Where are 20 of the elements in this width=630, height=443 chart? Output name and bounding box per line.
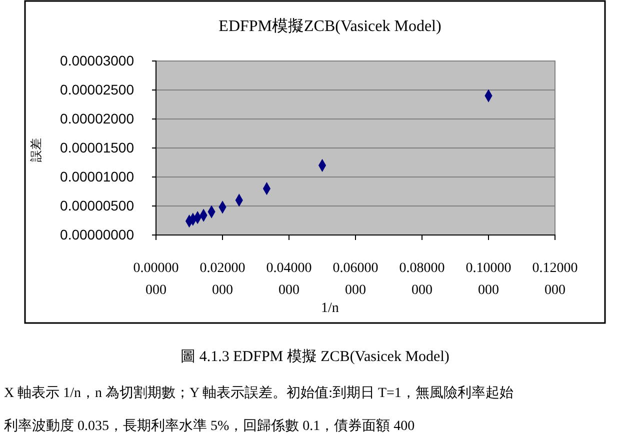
x-tick-label: 0.12000000 (532, 261, 578, 298)
y-tick-label: 0.00000500 (60, 197, 134, 214)
x-tick-label: 0.02000000 (200, 261, 246, 298)
x-tick-label: 0.10000000 (466, 261, 512, 298)
y-tick-label: 0.00002500 (60, 81, 134, 98)
x-tick-label: 0.04000000 (266, 261, 312, 298)
y-tick-label: 0.00001000 (60, 168, 134, 184)
x-tick-label: 0.06000000 (332, 261, 378, 298)
y-tick-label: 0.00001500 (60, 139, 134, 156)
y-axis-title: 誤差 (29, 138, 43, 162)
y-tick-label: 0.00000000 (60, 226, 134, 242)
x-axis-title: 1/n (321, 301, 339, 316)
y-tick-label: 0.00003000 (60, 52, 134, 68)
x-tick-label: 0.08000000 (399, 261, 445, 298)
chart-title: EDFPM模擬ZCB(Vasicek Model) (218, 17, 442, 35)
text: 利率波動度 0.035，長期利率水準 5%，回歸係數 0.1，債券面額 400 (4, 418, 415, 434)
text: X 軸表示 1/n，n 為切割期數；Y 軸表示誤差。初始值:到期日 T=1，無風險利率起始 (4, 385, 514, 401)
x-tick-label: 0.00000000 (133, 261, 179, 298)
y-tick-label: 0.00002000 (60, 110, 134, 126)
caption: 圖 4.1.3 EDFPM 模擬 ZCB(Vasicek Model) (180, 348, 450, 365)
